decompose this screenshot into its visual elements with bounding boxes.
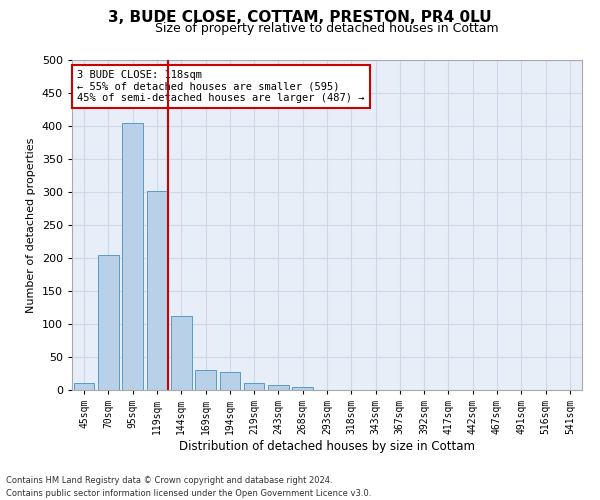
Bar bbox=[146, 190, 167, 390]
Bar bbox=[195, 370, 216, 390]
Bar bbox=[244, 384, 265, 390]
Bar bbox=[220, 372, 240, 390]
Text: Contains HM Land Registry data © Crown copyright and database right 2024.
Contai: Contains HM Land Registry data © Crown c… bbox=[6, 476, 371, 498]
Bar bbox=[268, 384, 289, 390]
Text: 3, BUDE CLOSE, COTTAM, PRESTON, PR4 0LU: 3, BUDE CLOSE, COTTAM, PRESTON, PR4 0LU bbox=[108, 10, 492, 25]
X-axis label: Distribution of detached houses by size in Cottam: Distribution of detached houses by size … bbox=[179, 440, 475, 453]
Text: 3 BUDE CLOSE: 118sqm
← 55% of detached houses are smaller (595)
45% of semi-deta: 3 BUDE CLOSE: 118sqm ← 55% of detached h… bbox=[77, 70, 365, 103]
Title: Size of property relative to detached houses in Cottam: Size of property relative to detached ho… bbox=[155, 22, 499, 35]
Bar bbox=[122, 122, 143, 390]
Bar bbox=[292, 386, 313, 390]
Bar bbox=[74, 384, 94, 390]
Bar bbox=[171, 316, 191, 390]
Y-axis label: Number of detached properties: Number of detached properties bbox=[26, 138, 36, 312]
Bar bbox=[98, 254, 119, 390]
